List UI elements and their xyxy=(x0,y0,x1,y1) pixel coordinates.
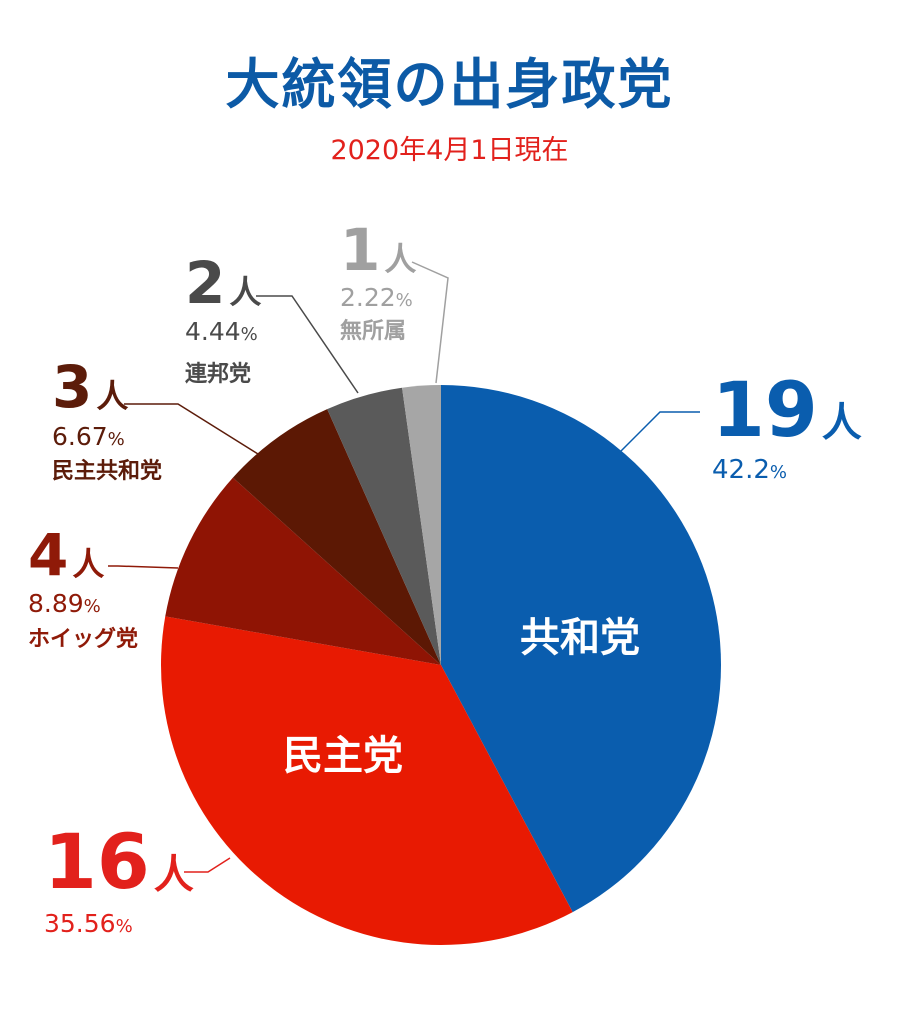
percent-label: 35.56% xyxy=(44,909,133,938)
percent-value: 2.22 xyxy=(340,283,396,312)
slice-callout-2: 16 人 35.56% xyxy=(44,817,231,938)
count-value: 3 xyxy=(52,353,92,421)
count-unit: 人 xyxy=(384,240,416,278)
slice-inner-label: 共和党 xyxy=(520,615,640,661)
slice-inner-label: 民主党 xyxy=(283,733,403,779)
percent-sign: % xyxy=(770,462,787,483)
percent-label: 8.89% xyxy=(28,589,101,618)
count-value: 1 xyxy=(340,216,380,284)
count-value: 4 xyxy=(28,521,68,589)
party-name-label: ホイッグ党 xyxy=(28,626,138,652)
chart-subtitle: 2020年4月1日現在 xyxy=(330,135,569,166)
percent-value: 35.56 xyxy=(44,909,116,938)
percent-sign: % xyxy=(116,916,133,937)
percent-sign: % xyxy=(84,596,101,617)
party-name-label: 民主共和党 xyxy=(52,459,162,484)
chart-title: 大統領の出身政党 xyxy=(225,53,674,116)
leader-line xyxy=(108,565,179,569)
percent-label: 4.44% xyxy=(185,317,258,346)
count-value: 2 xyxy=(185,249,225,317)
pie-slice xyxy=(402,385,441,665)
leader-line xyxy=(184,857,231,873)
percent-value: 8.89 xyxy=(28,589,84,618)
count-unit: 人 xyxy=(229,273,261,311)
percent-sign: % xyxy=(241,324,258,345)
pie-slice xyxy=(232,409,441,665)
percent-value: 42.2 xyxy=(712,455,770,485)
pie-slice xyxy=(441,385,722,913)
count-unit: 人 xyxy=(822,400,862,446)
pie-slice xyxy=(161,616,573,945)
percent-label: 2.22% xyxy=(340,283,413,312)
pie-slice xyxy=(327,387,441,665)
count-label: 16 人 xyxy=(44,817,194,906)
percent-sign: % xyxy=(108,429,125,450)
slice-callout-3: 4 人8.89%ホイッグ党 xyxy=(28,521,179,652)
percent-label: 42.2% xyxy=(712,455,787,485)
pie-slice xyxy=(165,477,441,665)
party-name-label: 無所属 xyxy=(340,318,406,344)
percent-value: 6.67 xyxy=(52,422,108,451)
percent-value: 4.44 xyxy=(185,317,241,346)
party-name-label: 連邦党 xyxy=(185,362,251,387)
leader-line xyxy=(411,261,449,384)
slice-callout-6: 1 人2.22%無所属 xyxy=(340,216,449,384)
leader-line xyxy=(619,411,700,453)
count-unit: 人 xyxy=(72,545,104,583)
count-value: 16 xyxy=(44,817,150,906)
count-value: 19 xyxy=(712,365,818,454)
count-unit: 人 xyxy=(154,852,194,898)
percent-label: 6.67% xyxy=(52,422,125,451)
slice-callout-1: 19 人42.2% xyxy=(619,365,862,485)
count-label: 19 人 xyxy=(712,365,862,454)
percent-sign: % xyxy=(396,290,413,311)
count-unit: 人 xyxy=(96,377,128,415)
slice-callout-4: 3 人6.67%民主共和党 xyxy=(52,353,259,484)
leader-line xyxy=(124,403,259,455)
leader-line xyxy=(256,295,359,394)
slice-callout-5: 2 人4.44%連邦党 xyxy=(185,249,359,394)
